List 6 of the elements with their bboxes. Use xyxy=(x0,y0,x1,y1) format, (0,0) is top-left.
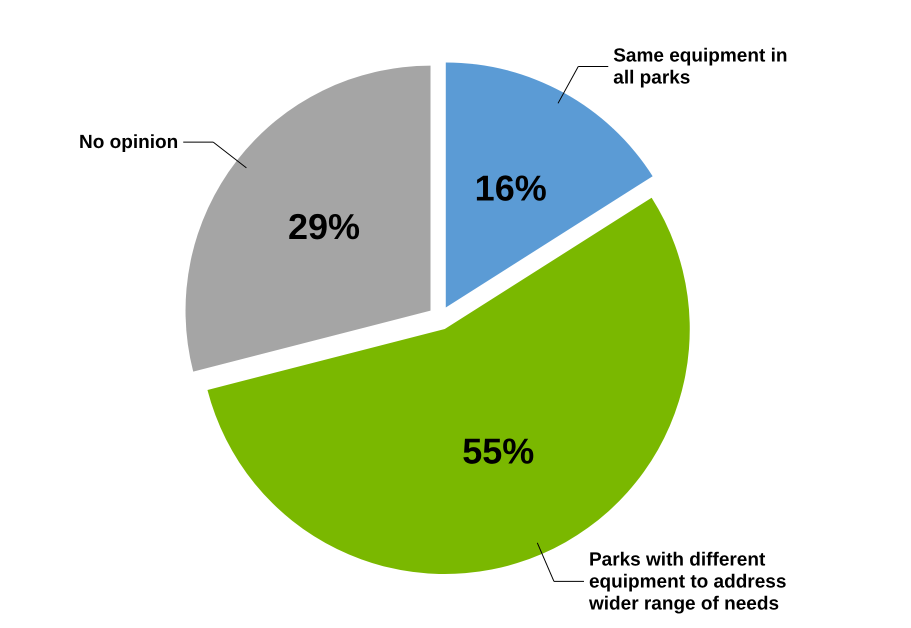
data-label: 29% xyxy=(288,206,360,248)
data-label: 55% xyxy=(462,430,534,472)
data-label: 16% xyxy=(474,167,547,208)
slice-label: Parks with different equipment to address wider range of needs xyxy=(588,549,786,614)
slice-label: No opinion xyxy=(79,132,178,154)
slice-label: Same equipment in all parks xyxy=(613,46,788,88)
